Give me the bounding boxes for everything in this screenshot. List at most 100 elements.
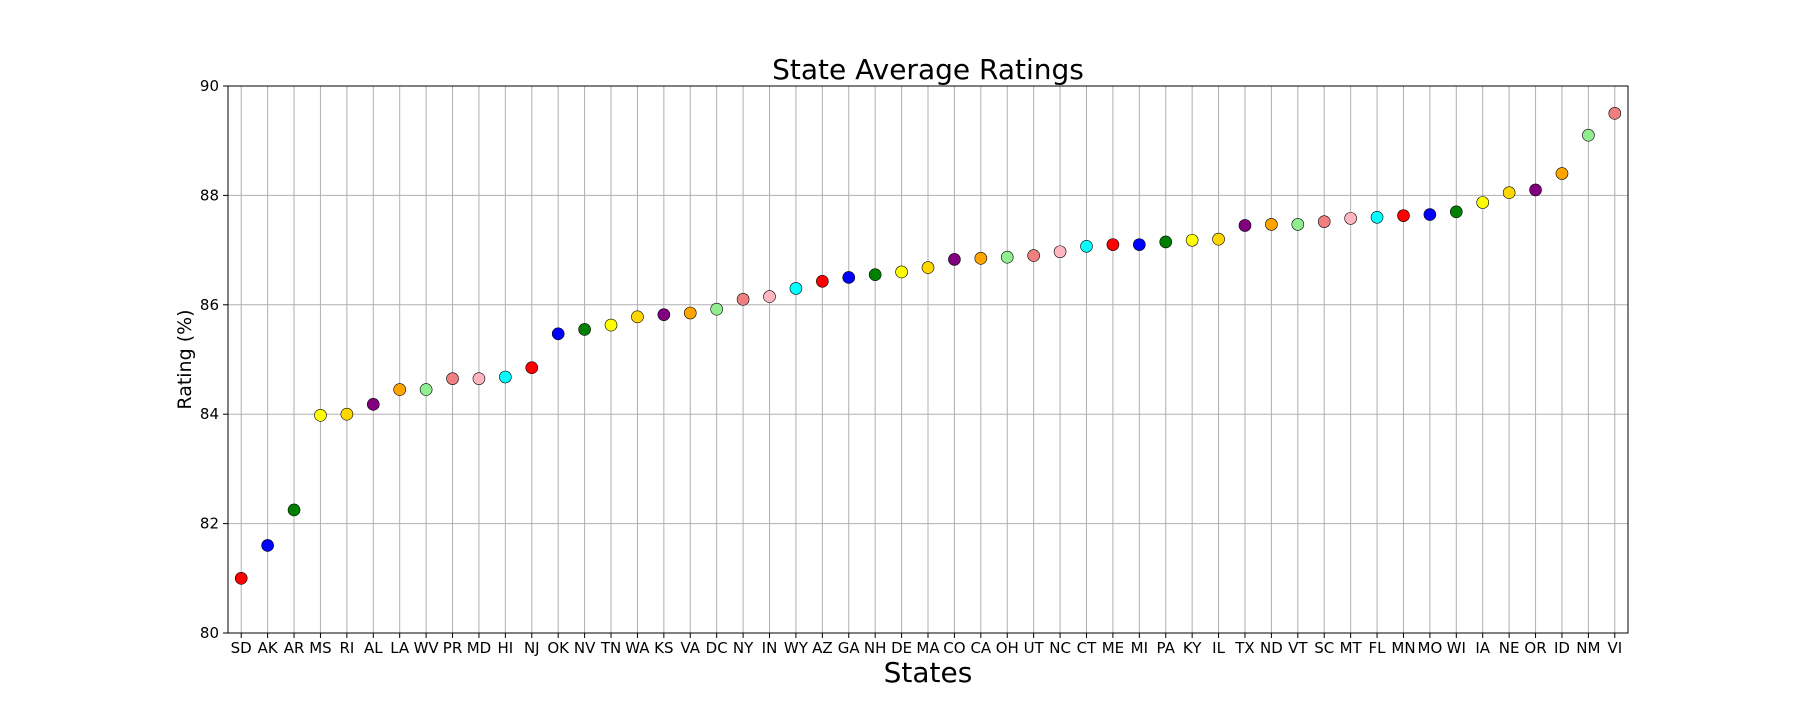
x-tick-label-ct: CT xyxy=(1077,639,1097,657)
x-tick-label-al: AL xyxy=(364,639,383,657)
x-tick-label-co: CO xyxy=(943,639,965,657)
x-tick-label-ga: GA xyxy=(838,639,861,657)
data-point-dc xyxy=(710,302,723,316)
data-point-pr xyxy=(446,372,459,385)
data-point-ne xyxy=(1502,186,1516,199)
x-tick-label-mn: MN xyxy=(1391,639,1415,657)
data-point-vi xyxy=(1608,107,1622,120)
x-tick-label-wy: WY xyxy=(784,639,809,657)
x-tick-label-vi: VI xyxy=(1607,639,1622,657)
data-point-ri xyxy=(340,407,354,421)
data-point-me xyxy=(1106,238,1120,251)
data-point-md xyxy=(472,372,486,385)
x-tick-label-ri: RI xyxy=(339,639,354,657)
x-tick-labels: SD AK AR MS RI AL LA WV PR MD HI NJ OK NV TN WA KS VA DC NY… xyxy=(231,633,1622,657)
x-tick-label-ak: AK xyxy=(258,639,279,657)
data-point-tx xyxy=(1238,219,1252,232)
x-tick-label-az: AZ xyxy=(812,639,833,657)
x-tick-label-ky: KY xyxy=(1183,639,1202,657)
data-point-nc xyxy=(1053,245,1067,259)
x-tick-label-nh: NH xyxy=(864,639,887,657)
x-tick-label-nj: NJ xyxy=(524,639,540,657)
y-tick-label: 88 xyxy=(200,186,219,204)
data-point-vt xyxy=(1291,218,1305,231)
y-tick-label: 90 xyxy=(200,77,219,95)
data-point-ca xyxy=(974,252,988,265)
points-layer xyxy=(234,107,1622,585)
data-point-ma xyxy=(921,261,935,274)
x-tick-label-wi: WI xyxy=(1447,639,1466,657)
data-point-ks xyxy=(657,308,671,321)
x-tick-label-ar: AR xyxy=(284,639,305,657)
data-point-de xyxy=(895,265,908,279)
x-tick-label-ks: KS xyxy=(654,639,673,657)
x-tick-label-md: MD xyxy=(467,639,492,657)
data-point-nv xyxy=(578,323,591,336)
x-tick-label-nm: NM xyxy=(1576,639,1600,657)
x-tick-label-nc: NC xyxy=(1049,639,1071,657)
data-point-ms xyxy=(314,408,327,422)
data-point-or xyxy=(1529,183,1542,197)
data-point-il xyxy=(1212,232,1225,246)
data-point-pa xyxy=(1159,235,1173,249)
x-tick-label-or: OR xyxy=(1524,639,1546,657)
x-tick-label-de: DE xyxy=(891,639,912,657)
x-tick-label-ny: NY xyxy=(733,639,754,657)
data-point-va xyxy=(683,306,697,320)
x-tick-label-id: ID xyxy=(1554,639,1570,657)
x-tick-label-sd: SD xyxy=(231,639,252,657)
x-tick-label-ma: MA xyxy=(916,639,940,657)
x-axis-label: States xyxy=(884,656,973,689)
data-point-nj xyxy=(525,361,539,375)
y-axis-label: Rating (%) xyxy=(174,309,196,409)
data-point-fl xyxy=(1370,210,1384,224)
x-tick-label-nv: NV xyxy=(574,639,596,657)
data-point-az xyxy=(816,274,829,288)
data-point-ia xyxy=(1476,196,1490,209)
x-tick-label-sc: SC xyxy=(1314,639,1334,657)
data-point-nd xyxy=(1265,218,1278,231)
y-tick-label: 86 xyxy=(200,296,219,314)
y-tick-label: 82 xyxy=(200,515,219,533)
data-point-mo xyxy=(1423,208,1437,221)
x-tick-label-ut: UT xyxy=(1024,639,1045,657)
x-tick-label-pr: PR xyxy=(443,639,462,657)
x-tick-label-vt: VT xyxy=(1288,639,1308,657)
x-tick-label-pa: PA xyxy=(1157,639,1176,657)
data-point-oh xyxy=(1000,250,1014,264)
x-tick-label-oh: OH xyxy=(996,639,1019,657)
data-point-mt xyxy=(1344,212,1357,225)
x-tick-label-ca: CA xyxy=(970,639,991,657)
x-tick-label-hi: HI xyxy=(498,639,514,657)
x-tick-label-mi: MI xyxy=(1131,639,1148,657)
x-tick-label-ne: NE xyxy=(1499,639,1520,657)
data-point-in xyxy=(763,290,776,303)
x-tick-label-wv: WV xyxy=(414,639,440,657)
x-tick-label-dc: DC xyxy=(706,639,728,657)
data-point-wa xyxy=(631,310,644,324)
x-tick-label-me: ME xyxy=(1102,639,1124,657)
data-point-ct xyxy=(1080,239,1093,253)
data-point-sd xyxy=(234,571,248,585)
data-point-ok xyxy=(551,327,565,341)
x-tick-label-la: LA xyxy=(390,639,410,657)
data-point-ny xyxy=(736,293,750,306)
data-point-ar xyxy=(287,503,301,517)
y-tick-label: 80 xyxy=(200,624,219,642)
data-point-mi xyxy=(1133,238,1146,251)
data-point-ga xyxy=(842,271,856,284)
data-point-nm xyxy=(1582,128,1595,142)
data-point-wv xyxy=(419,383,433,396)
grid-layer xyxy=(228,85,1628,634)
data-point-al xyxy=(366,398,380,411)
x-tick-label-ok: OK xyxy=(547,639,570,657)
x-tick-label-mo: MO xyxy=(1418,639,1443,657)
data-point-ut xyxy=(1027,249,1040,262)
data-point-sc xyxy=(1317,215,1331,228)
data-point-co xyxy=(948,253,961,266)
data-point-tn xyxy=(604,318,618,332)
y-tick-labels: 80 82 84 86 88 90 xyxy=(200,77,228,642)
data-point-la xyxy=(393,383,406,396)
x-tick-label-wa: WA xyxy=(625,639,650,657)
